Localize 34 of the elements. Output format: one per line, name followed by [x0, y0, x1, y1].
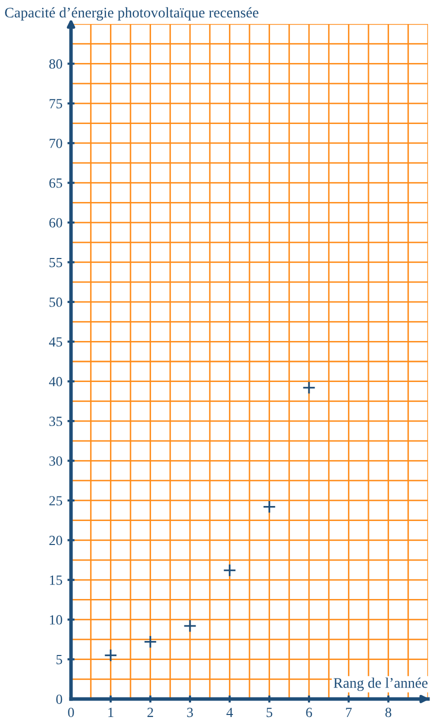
y-tick-label: 55 — [50, 258, 62, 268]
x-tick-label: 6 — [306, 708, 312, 718]
y-tick-label: 70 — [50, 138, 62, 148]
point — [262, 500, 276, 514]
y-tick-label: 30 — [49, 456, 62, 466]
y-tick-label: 65 — [49, 178, 62, 188]
point — [183, 619, 197, 633]
x-tick-label: 7 — [346, 708, 352, 717]
y-tick-label: 45 — [49, 337, 62, 347]
y-tick-label: 10 — [50, 615, 62, 625]
x-tick-label: 3 — [187, 708, 193, 718]
y-tick-label: 60 — [49, 218, 62, 228]
y-tick-label: 50 — [50, 298, 62, 307]
point — [144, 635, 157, 648]
point — [104, 648, 118, 662]
y-tick-label: 40 — [49, 376, 62, 386]
x-tick-label: 4 — [226, 708, 233, 717]
y-tick-label: 15 — [50, 576, 62, 585]
y-tick-label: 80 — [49, 59, 62, 69]
x-tick-label: 8 — [385, 708, 392, 718]
y-tick-label: 20 — [49, 536, 62, 546]
y-tick-label: 25 — [49, 496, 62, 506]
x-tick-label: 0 — [68, 708, 74, 718]
y-tick-label: 5 — [56, 655, 62, 664]
x-axis-title: Rang de l’année — [334, 678, 428, 691]
point — [302, 381, 316, 394]
y-tick-label: 0 — [56, 694, 62, 704]
y-tick-label: 35 — [49, 416, 62, 426]
x-tick-label: 1 — [108, 708, 114, 717]
y-tick-label: 75 — [50, 99, 62, 108]
x-tick-label: 5 — [266, 708, 272, 718]
point — [223, 564, 236, 577]
x-tick-label: 2 — [147, 708, 154, 717]
y-axis-title: Capacité d’énergie photovoltaïque recensée — [5, 7, 258, 21]
